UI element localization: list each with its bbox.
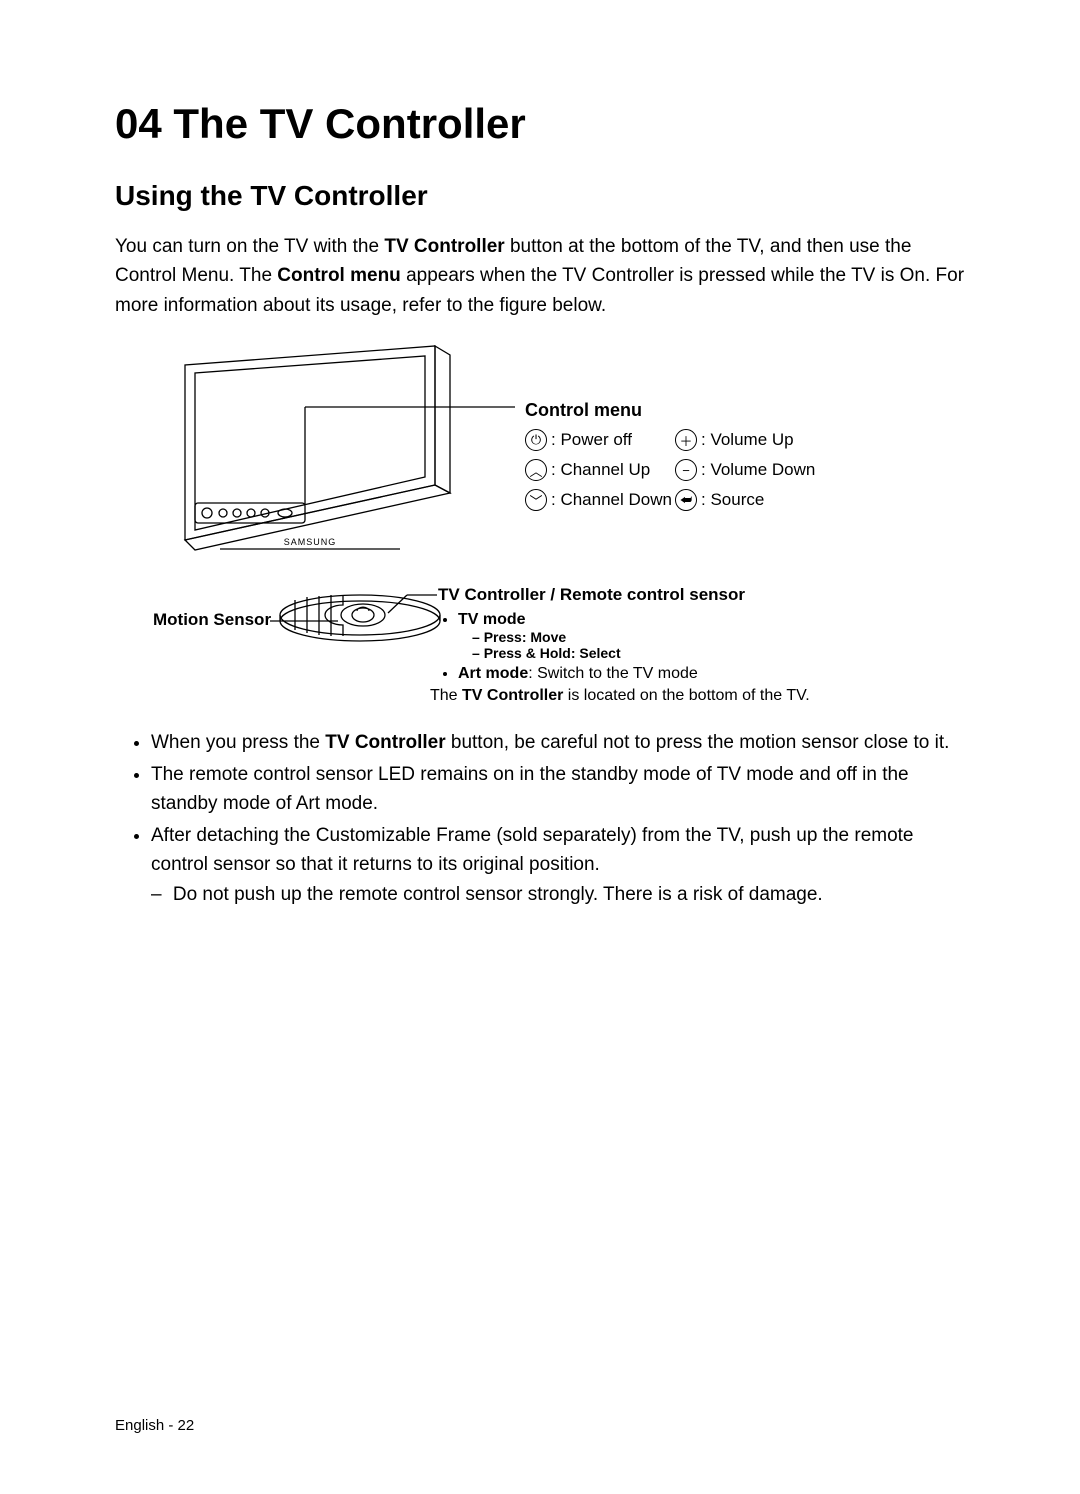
motion-sensor-label: Motion Sensor	[153, 610, 271, 630]
sensor-note-bold: TV Controller	[462, 687, 563, 704]
intro-text-1: You can turn on the TV with the	[115, 236, 384, 257]
main-bullet-list: When you press the TV Controller button,…	[115, 728, 965, 909]
b3-text: After detaching the Customizable Frame (…	[151, 825, 914, 875]
page-title: 04 The TV Controller	[115, 100, 965, 148]
plus-icon: ＋	[675, 429, 697, 451]
b1-c: button, be careful not to press the moti…	[446, 732, 950, 753]
cm-source: ⮨ : Source	[675, 489, 845, 511]
bullet-3-sub-1: Do not push up the remote control sensor…	[169, 880, 965, 909]
cm-volume-up: ＋ : Volume Up	[675, 429, 845, 451]
sensor-block: TV Controller / Remote control sensor TV…	[438, 585, 868, 705]
cm-power-off: ⏻ : Power off	[525, 429, 675, 451]
art-mode-text: : Switch to the TV mode	[528, 665, 698, 682]
sensor-tv-mode: TV mode Press: Move Press & Hold: Select	[458, 611, 868, 661]
intro-bold-2: Control menu	[277, 265, 401, 286]
bullet-3: After detaching the Customizable Frame (…	[151, 821, 965, 909]
minus-icon: −	[675, 459, 697, 481]
control-menu-block: Control menu ⏻ : Power off ＋ : Volume Up…	[525, 400, 845, 511]
cm-power-off-label: : Power off	[551, 430, 632, 450]
section-title: Using the TV Controller	[115, 180, 965, 212]
art-mode-bold: Art mode	[458, 665, 528, 682]
chevron-down-icon: ﹀	[525, 489, 547, 511]
intro-paragraph: You can turn on the TV with the TV Contr…	[115, 232, 965, 320]
cm-channel-down-label: : Channel Down	[551, 490, 672, 510]
sensor-title: TV Controller / Remote control sensor	[438, 585, 868, 605]
cm-channel-up-label: : Channel Up	[551, 460, 650, 480]
press-move: Press: Move	[472, 629, 868, 645]
control-menu-title: Control menu	[525, 400, 845, 421]
tv-figure: SAMSUNG	[115, 340, 965, 720]
bullet-1: When you press the TV Controller button,…	[151, 728, 965, 757]
sensor-note: The TV Controller is located on the bott…	[430, 687, 868, 705]
source-icon: ⮨	[675, 489, 697, 511]
bullet-2: The remote control sensor LED remains on…	[151, 760, 965, 819]
chevron-up-icon: ︿	[525, 459, 547, 481]
sensor-art-mode: Art mode: Switch to the TV mode	[458, 665, 868, 683]
cm-source-label: : Source	[701, 490, 764, 510]
sensor-note-3: is located on the bottom of the TV.	[563, 687, 809, 704]
intro-bold-1: TV Controller	[384, 236, 504, 257]
cm-channel-up: ︿ : Channel Up	[525, 459, 675, 481]
tv-mode-label: TV mode	[458, 611, 526, 628]
cm-volume-up-label: : Volume Up	[701, 430, 794, 450]
page-footer: English - 22	[115, 1417, 194, 1434]
cm-channel-down: ﹀ : Channel Down	[525, 489, 675, 511]
b1-a: When you press the	[151, 732, 325, 753]
cm-volume-down-label: : Volume Down	[701, 460, 815, 480]
svg-text:SAMSUNG: SAMSUNG	[284, 537, 337, 547]
cm-volume-down: − : Volume Down	[675, 459, 845, 481]
sensor-note-1: The	[430, 687, 462, 704]
power-icon: ⏻	[525, 429, 547, 451]
press-hold: Press & Hold: Select	[472, 645, 868, 661]
b1-bold: TV Controller	[325, 732, 445, 753]
